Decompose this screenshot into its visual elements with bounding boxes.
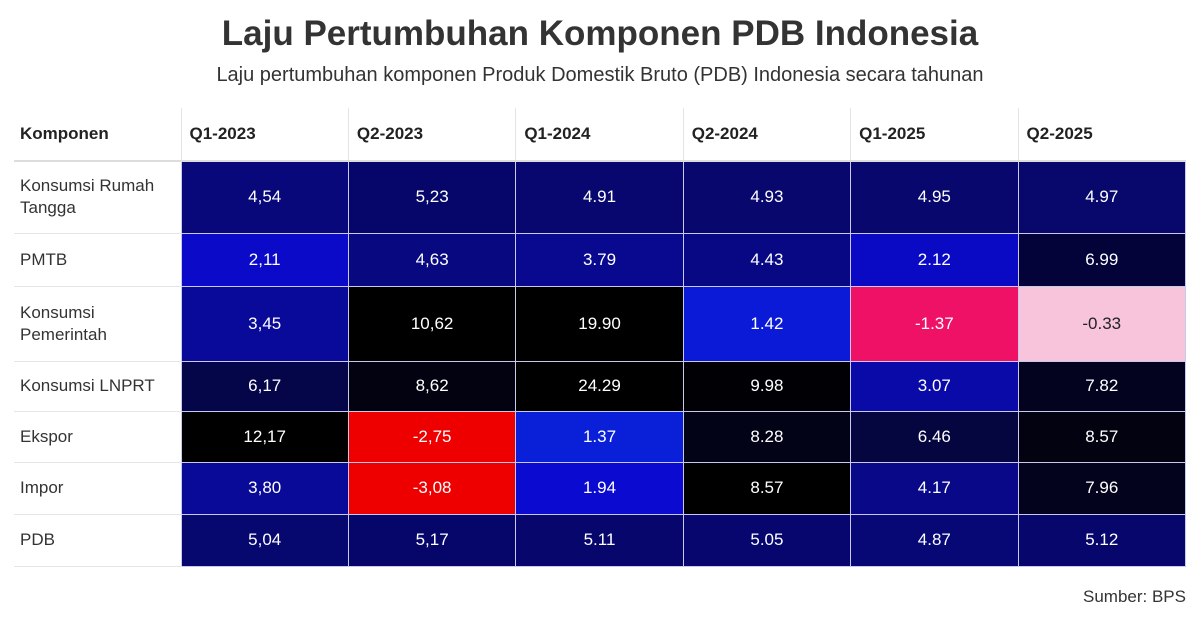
row-label: Ekspor — [14, 411, 181, 463]
column-header: Q1-2024 — [515, 108, 684, 162]
heatmap-cell: 24.29 — [515, 360, 684, 412]
row-label: Impor — [14, 462, 181, 515]
chart-title: Laju Pertumbuhan Komponen PDB Indonesia — [221, 14, 979, 53]
source-note: Sumber: BPS — [1083, 587, 1186, 606]
heatmap-cell: -2,75 — [347, 410, 517, 463]
heatmap-cell: 4.97 — [1017, 160, 1187, 234]
heatmap-cell: 5.12 — [1017, 513, 1187, 567]
column-header: Q2-2025 — [1017, 108, 1186, 162]
heatmap-cell: 19.90 — [515, 285, 684, 362]
heatmap-cell: 5.11 — [515, 513, 684, 567]
heatmap-cell: 4.43 — [682, 232, 852, 287]
heatmap-cell: -0.33 — [1017, 285, 1187, 362]
heatmap-cell: 1.94 — [515, 461, 684, 515]
heatmap-cell: -3,08 — [347, 461, 517, 515]
heatmap-cell: 7.96 — [1017, 461, 1187, 515]
heatmap-cell: 4.93 — [682, 160, 852, 234]
heatmap-cell: 3,45 — [180, 285, 349, 362]
heatmap-cell: 5.05 — [682, 513, 852, 567]
heatmap-table: Komponen Q1-2023 Q2-2023 Q1-2024 Q2-2024… — [14, 108, 1187, 567]
table-row: PMTB 2,11 4,63 3.79 4.43 2.12 6.99 — [14, 232, 1187, 287]
table-body: Konsumsi Rumah Tangga 4,54 5,23 4.91 4.93 4.9… — [14, 160, 1187, 567]
heatmap-cell: 6,17 — [180, 360, 349, 412]
heatmap-cell: 1.37 — [515, 410, 684, 463]
heatmap-cell: 3.07 — [850, 360, 1019, 412]
table-row: Konsumsi Rumah Tangga 4,54 5,23 4.91 4.93 4.9… — [14, 160, 1187, 234]
column-header: Q2-2023 — [347, 108, 516, 162]
heatmap-cell: 5,23 — [347, 160, 517, 234]
chart-subtitle: Laju pertumbuhan komponen Produk Domesti… — [216, 64, 984, 86]
heatmap-cell: 8.57 — [682, 461, 852, 515]
heatmap-cell: 4.17 — [850, 461, 1019, 515]
row-label: PDB — [14, 514, 181, 567]
row-label: Konsumsi Rumah Tangga — [14, 161, 181, 234]
row-label: Konsumsi LNPRT — [14, 361, 181, 412]
column-header: Q1-2025 — [850, 108, 1019, 162]
heatmap-cell: -1.37 — [850, 285, 1019, 362]
column-header: Q2-2024 — [682, 108, 851, 162]
heatmap-cell: 4,63 — [347, 232, 517, 287]
column-header: Q1-2023 — [180, 108, 349, 162]
table-row: Impor 3,80 -3,08 1.94 8.57 4.17 7.96 — [14, 461, 1187, 515]
heatmap-cell: 2,11 — [180, 232, 349, 287]
heatmap-cell: 4.91 — [515, 160, 684, 234]
heatmap-cell: 2.12 — [850, 232, 1019, 287]
heatmap-cell: 3.79 — [515, 232, 684, 287]
heatmap-cell: 4.87 — [850, 513, 1019, 567]
header-row: Komponen Q1-2023 Q2-2023 Q1-2024 Q2-2024… — [14, 108, 1186, 162]
heatmap-cell: 4,54 — [180, 160, 349, 234]
heatmap-cell: 3,80 — [180, 461, 349, 515]
heatmap-cell: 9.98 — [682, 360, 852, 412]
heatmap-cell: 7.82 — [1017, 360, 1187, 412]
heatmap-cell: 5,17 — [347, 513, 517, 567]
heatmap-cell: 4.95 — [850, 160, 1019, 234]
heatmap-cell: 8.57 — [1017, 410, 1187, 463]
heatmap-cell: 10,62 — [347, 285, 517, 362]
heatmap-cell: 12,17 — [180, 410, 349, 463]
heatmap-cell: 1.42 — [682, 285, 852, 362]
row-label: Konsumsi Pemerintah — [14, 286, 181, 362]
heatmap-cell: 8.28 — [682, 410, 852, 463]
heatmap-cell: 6.46 — [850, 410, 1019, 463]
table-row: Ekspor 12,17 -2,75 1.37 8.28 6.46 8.57 — [14, 410, 1187, 463]
heatmap-cell: 8,62 — [347, 360, 517, 412]
row-label: PMTB — [14, 233, 181, 287]
table-row: Konsumsi LNPRT 6,17 8,62 24.29 9.98 3.07 7.82 — [14, 360, 1187, 412]
header-komponen: Komponen — [14, 108, 181, 162]
heatmap-cell: 6.99 — [1017, 232, 1187, 287]
table-row: PDB 5,04 5,17 5.11 5.05 4.87 5.12 — [14, 513, 1187, 567]
heatmap-cell: 5,04 — [180, 513, 349, 567]
table-row: Konsumsi Pemerintah 3,45 10,62 19.90 1.42 -1.… — [14, 285, 1187, 362]
